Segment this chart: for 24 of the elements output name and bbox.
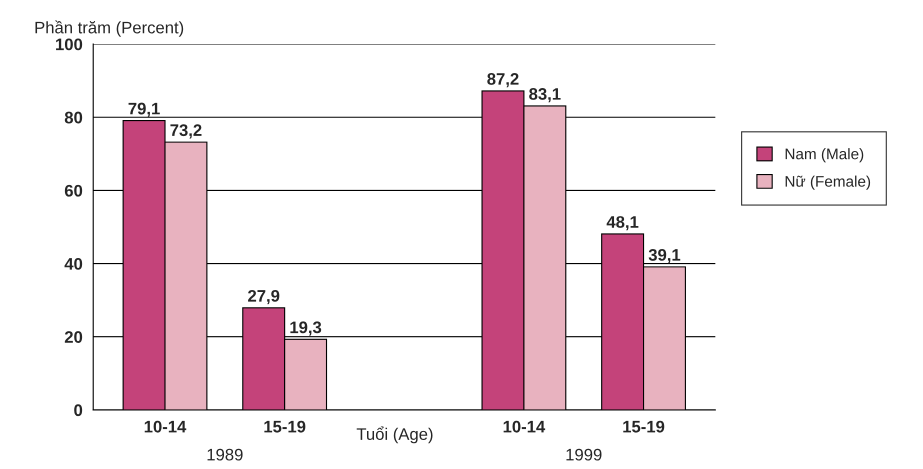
data-label: 87,2 (487, 73, 519, 88)
y-tick-label: 0 (74, 404, 82, 416)
text: 1989 (208, 448, 243, 461)
y-tick-label: 80 (64, 112, 82, 124)
y-tick-label: 40 (64, 258, 82, 270)
data-label: 48,1 (606, 216, 638, 230)
data-label: 83,1 (529, 88, 561, 102)
y-tick-label: 60 (64, 184, 82, 197)
legend-label: Nam (Male) (786, 148, 864, 162)
data-label: 27,9 (248, 290, 280, 304)
data-label: 79,1 (128, 102, 160, 117)
x-tick-label: 10-14 (144, 420, 186, 433)
data-label: 19,3 (290, 321, 322, 336)
x-tick-label: 10-14 (504, 420, 546, 433)
x-axis-title: Tuổi (Age) (356, 426, 432, 444)
legend-label: Nữ (Female) (786, 176, 870, 190)
text: 1999 (566, 448, 602, 461)
data-label: 39,1 (648, 248, 680, 264)
x-tick-label: 15-19 (264, 420, 306, 433)
x-tick-label: 15-19 (623, 420, 664, 433)
y-tick-label: 100 (56, 38, 82, 50)
data-label: 73,2 (170, 124, 202, 138)
y-tick-label: 20 (64, 331, 82, 343)
y-axis-title: Phần trăm (Percent) (35, 20, 184, 37)
